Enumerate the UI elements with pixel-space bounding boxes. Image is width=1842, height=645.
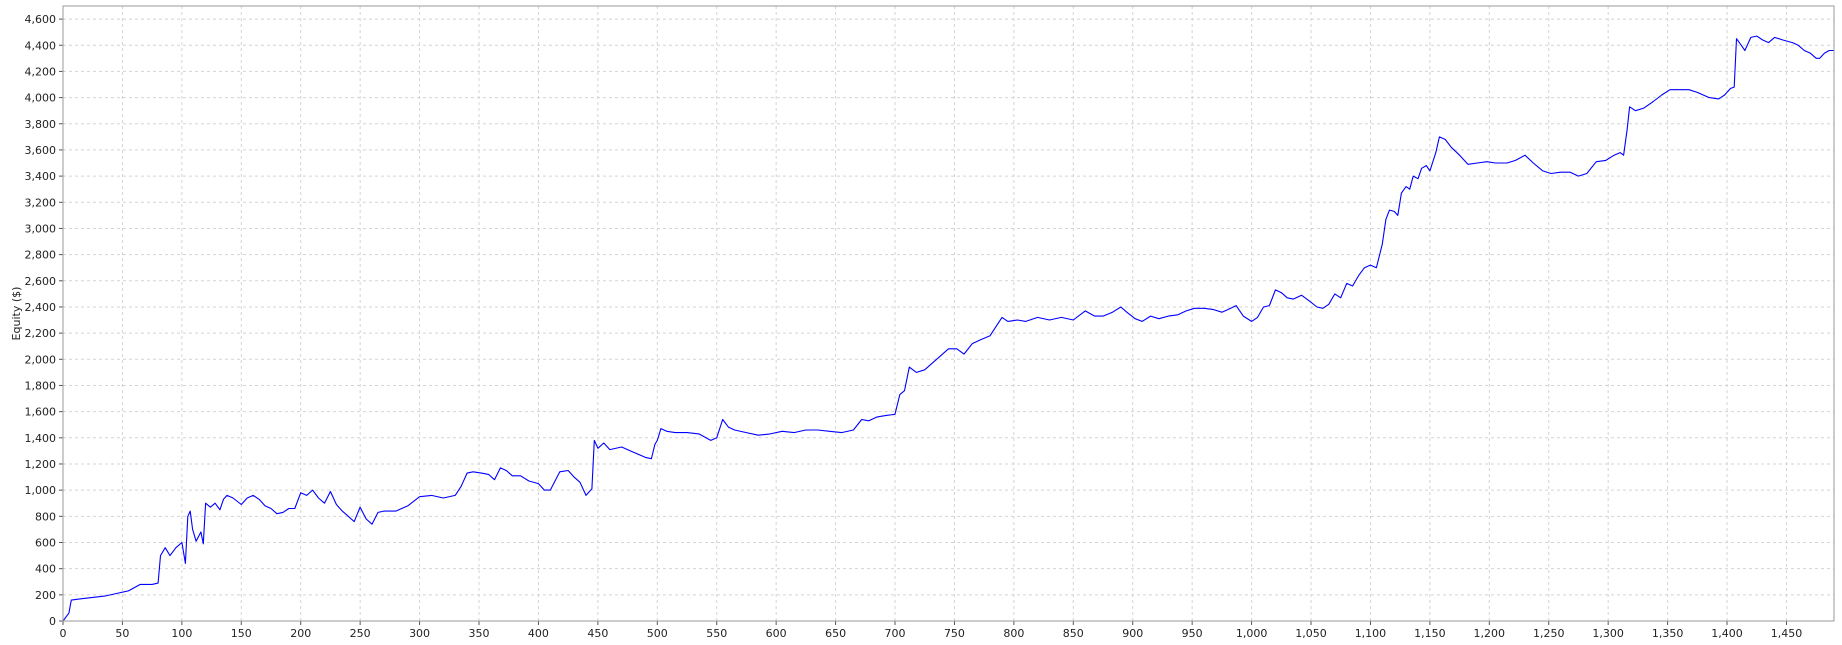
y-tick-label: 3,200: [25, 196, 57, 209]
x-tick-label: 800: [1003, 627, 1024, 640]
x-tick-label: 1,050: [1295, 627, 1327, 640]
y-tick-label: 4,200: [25, 65, 57, 78]
y-tick-label: 1,400: [25, 432, 57, 445]
x-tick-label: 500: [647, 627, 668, 640]
x-tick-label: 400: [528, 627, 549, 640]
y-tick-label: 2,200: [25, 327, 57, 340]
x-tick-label: 350: [469, 627, 490, 640]
x-tick-label: 700: [885, 627, 906, 640]
y-tick-label: 4,000: [25, 92, 57, 105]
x-tick-label: 1,250: [1533, 627, 1565, 640]
y-axis-label: Equity ($): [10, 287, 23, 341]
equity-series-line: [62, 35, 1834, 622]
y-tick-label: 2,800: [25, 249, 57, 262]
y-tick-label: 4,400: [25, 39, 57, 52]
y-tick-label: 1,000: [25, 484, 57, 497]
y-tick-label: 2,400: [25, 301, 57, 314]
y-tick-label: 600: [35, 536, 56, 549]
x-tick-label: 1,400: [1711, 627, 1743, 640]
x-tick-label: 1,000: [1236, 627, 1268, 640]
series-layer: [62, 35, 1834, 622]
x-tick-label: 300: [409, 627, 430, 640]
x-tick-label: 750: [944, 627, 965, 640]
grid: [63, 6, 1834, 621]
x-tick-label: 450: [587, 627, 608, 640]
x-tick-label: 200: [290, 627, 311, 640]
x-tick-label: 0: [60, 627, 67, 640]
y-tick-label: 2,000: [25, 353, 57, 366]
x-tick-label: 1,350: [1652, 627, 1684, 640]
y-tick-label: 4,600: [25, 13, 57, 26]
y-tick-label: 0: [49, 615, 56, 628]
x-tick-label: 1,450: [1771, 627, 1803, 640]
x-tick-label: 1,100: [1355, 627, 1387, 640]
y-axis-ticks: 0 200 400 600 800 1,000 1,200 1,400 1,600 1,800 2,…: [25, 13, 63, 628]
x-axis-ticks: 0 50 100 150 200 250 300 350 400 450 500 550 600 650 7…: [60, 621, 1803, 640]
y-tick-label: 200: [35, 589, 56, 602]
plot-frame: [62, 5, 1835, 622]
x-tick-label: 250: [350, 627, 371, 640]
y-tick-label: 400: [35, 563, 56, 576]
x-tick-label: 950: [1182, 627, 1203, 640]
y-tick-label: 3,400: [25, 170, 57, 183]
y-tick-label: 1,800: [25, 379, 57, 392]
x-tick-label: 150: [231, 627, 252, 640]
y-tick-label: 1,200: [25, 458, 57, 471]
y-tick-label: 800: [35, 510, 56, 523]
x-tick-label: 600: [766, 627, 787, 640]
x-tick-label: 1,300: [1592, 627, 1624, 640]
y-tick-label: 3,800: [25, 118, 57, 131]
x-tick-label: 850: [1063, 627, 1084, 640]
y-tick-label: 3,600: [25, 144, 57, 157]
x-tick-label: 50: [115, 627, 129, 640]
x-tick-label: 900: [1122, 627, 1143, 640]
x-tick-label: 650: [825, 627, 846, 640]
x-tick-label: 550: [706, 627, 727, 640]
x-tick-label: 1,200: [1474, 627, 1506, 640]
y-tick-label: 1,600: [25, 406, 57, 419]
x-tick-label: 100: [171, 627, 192, 640]
x-tick-label: 1,150: [1414, 627, 1446, 640]
y-tick-label: 2,600: [25, 275, 57, 288]
y-tick-label: 3,000: [25, 222, 57, 235]
